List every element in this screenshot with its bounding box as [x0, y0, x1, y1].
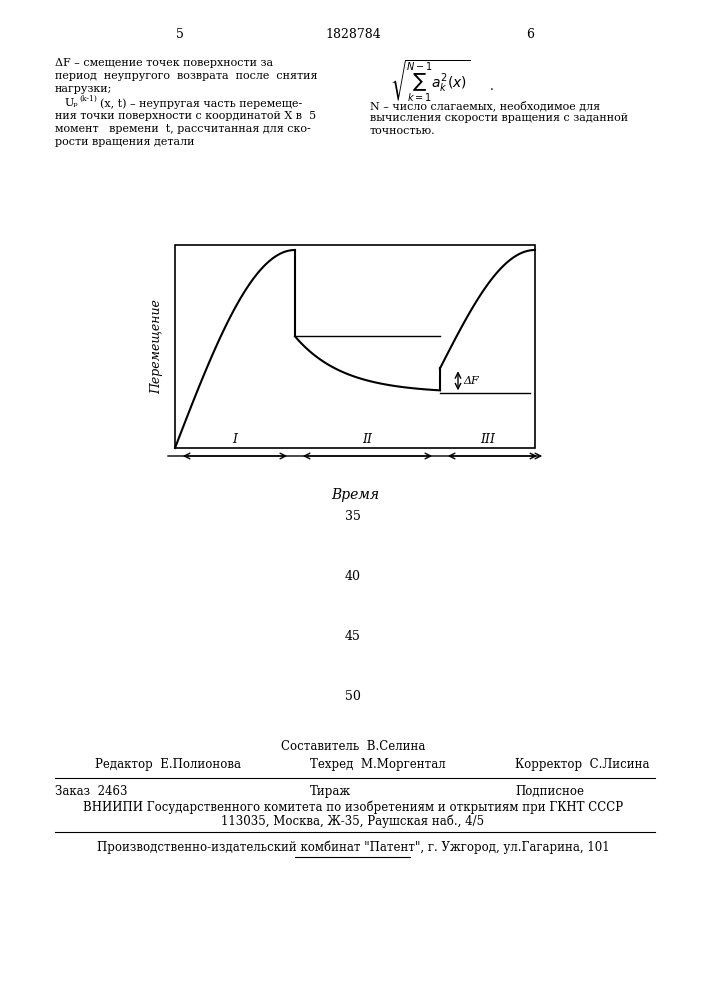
Text: N – число слагаемых, необходимое для: N – число слагаемых, необходимое для	[370, 100, 600, 111]
Text: нагрузки;: нагрузки;	[55, 84, 112, 94]
Text: (x, t) – неупругая часть перемеще-: (x, t) – неупругая часть перемеще-	[100, 98, 303, 109]
Text: 113035, Москва, Ж-35, Раушская наб., 4/5: 113035, Москва, Ж-35, Раушская наб., 4/5	[221, 815, 484, 828]
Text: Перемещение: Перемещение	[151, 299, 163, 394]
Text: Подписное: Подписное	[515, 785, 584, 798]
Text: Техред  М.Моргентал: Техред М.Моргентал	[310, 758, 445, 771]
Text: Uₚ: Uₚ	[65, 98, 78, 108]
Text: $\sqrt{\sum_{k=1}^{N-1} a_k^2(x)}$: $\sqrt{\sum_{k=1}^{N-1} a_k^2(x)}$	[390, 58, 470, 104]
Text: 5: 5	[176, 28, 184, 41]
Text: 40: 40	[345, 570, 361, 583]
Text: точностью.: точностью.	[370, 126, 436, 136]
Text: 35: 35	[345, 510, 361, 523]
Text: 50: 50	[345, 690, 361, 703]
Text: III: III	[480, 433, 495, 446]
Text: ния точки поверхности с координатой X в  5: ния точки поверхности с координатой X в …	[55, 111, 316, 121]
Text: ΔF – смещение точек поверхности за: ΔF – смещение точек поверхности за	[55, 58, 273, 68]
Text: вычисления скорости вращения с заданной: вычисления скорости вращения с заданной	[370, 113, 628, 123]
Text: Заказ  2463: Заказ 2463	[55, 785, 127, 798]
Text: период  неупругого  возврата  после  снятия: период неупругого возврата после снятия	[55, 71, 317, 81]
Text: Время: Время	[331, 488, 379, 502]
Text: II: II	[363, 433, 373, 446]
Text: 6: 6	[526, 28, 534, 41]
Text: рости вращения детали: рости вращения детали	[55, 137, 194, 147]
Text: I: I	[233, 433, 238, 446]
Text: ВНИИПИ Государственного комитета по изобретениям и открытиям при ГКНТ СССР: ВНИИПИ Государственного комитета по изоб…	[83, 800, 623, 814]
Text: Редактор  Е.Полионова: Редактор Е.Полионова	[95, 758, 241, 771]
Bar	[175, 245, 535, 448]
Text: момент   времени  t, рассчитанная для ско-: момент времени t, рассчитанная для ско-	[55, 124, 311, 134]
Text: 1828784: 1828784	[325, 28, 381, 41]
Text: Производственно-издательский комбинат "Патент", г. Ужгород, ул.Гагарина, 101: Производственно-издательский комбинат "П…	[97, 840, 609, 854]
Text: Корректор  С.Лисина: Корректор С.Лисина	[515, 758, 650, 771]
Text: .: .	[490, 80, 494, 93]
Text: Тираж: Тираж	[310, 785, 351, 798]
Text: ΔF: ΔF	[463, 376, 479, 386]
Text: Составитель  В.Селина: Составитель В.Селина	[281, 740, 425, 753]
Text: (k-1): (k-1)	[79, 95, 97, 103]
Text: 45: 45	[345, 630, 361, 643]
